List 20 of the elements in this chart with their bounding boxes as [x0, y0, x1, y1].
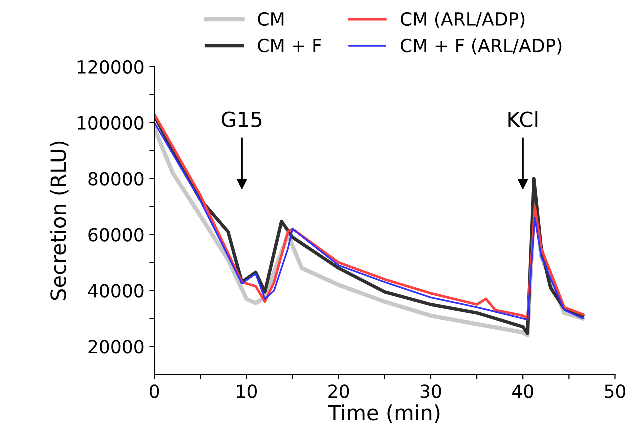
y-tick-label: 20000 [88, 340, 144, 354]
x-tick-label: 50 [605, 384, 626, 398]
y-tick-label: 80000 [88, 172, 144, 186]
x-tick-label: 40 [512, 384, 534, 398]
annotation: G15 [222, 112, 262, 128]
y-tick-label: 60000 [88, 228, 144, 242]
x-tick-label: 10 [237, 384, 258, 398]
x-tick-label: 0 [150, 384, 160, 398]
x-axis-title: Time (min) [328, 404, 440, 424]
legend-label: CM + F [258, 38, 322, 53]
legend-label: CM [258, 12, 284, 26]
y-tick-label: 120000 [78, 60, 144, 74]
y-axis-title: Secretion (RLU) [50, 142, 69, 300]
x-tick-label: 20 [328, 384, 350, 398]
legend-label: CM + F (ARL/ADP) [401, 38, 562, 55]
legend-label: CM (ARL/ADP) [401, 12, 525, 28]
annotation: KCl [508, 111, 538, 128]
x-tick-label: 30 [420, 384, 442, 398]
y-tick-label: 100000 [78, 116, 144, 130]
y-tick-label: 40000 [88, 284, 144, 298]
